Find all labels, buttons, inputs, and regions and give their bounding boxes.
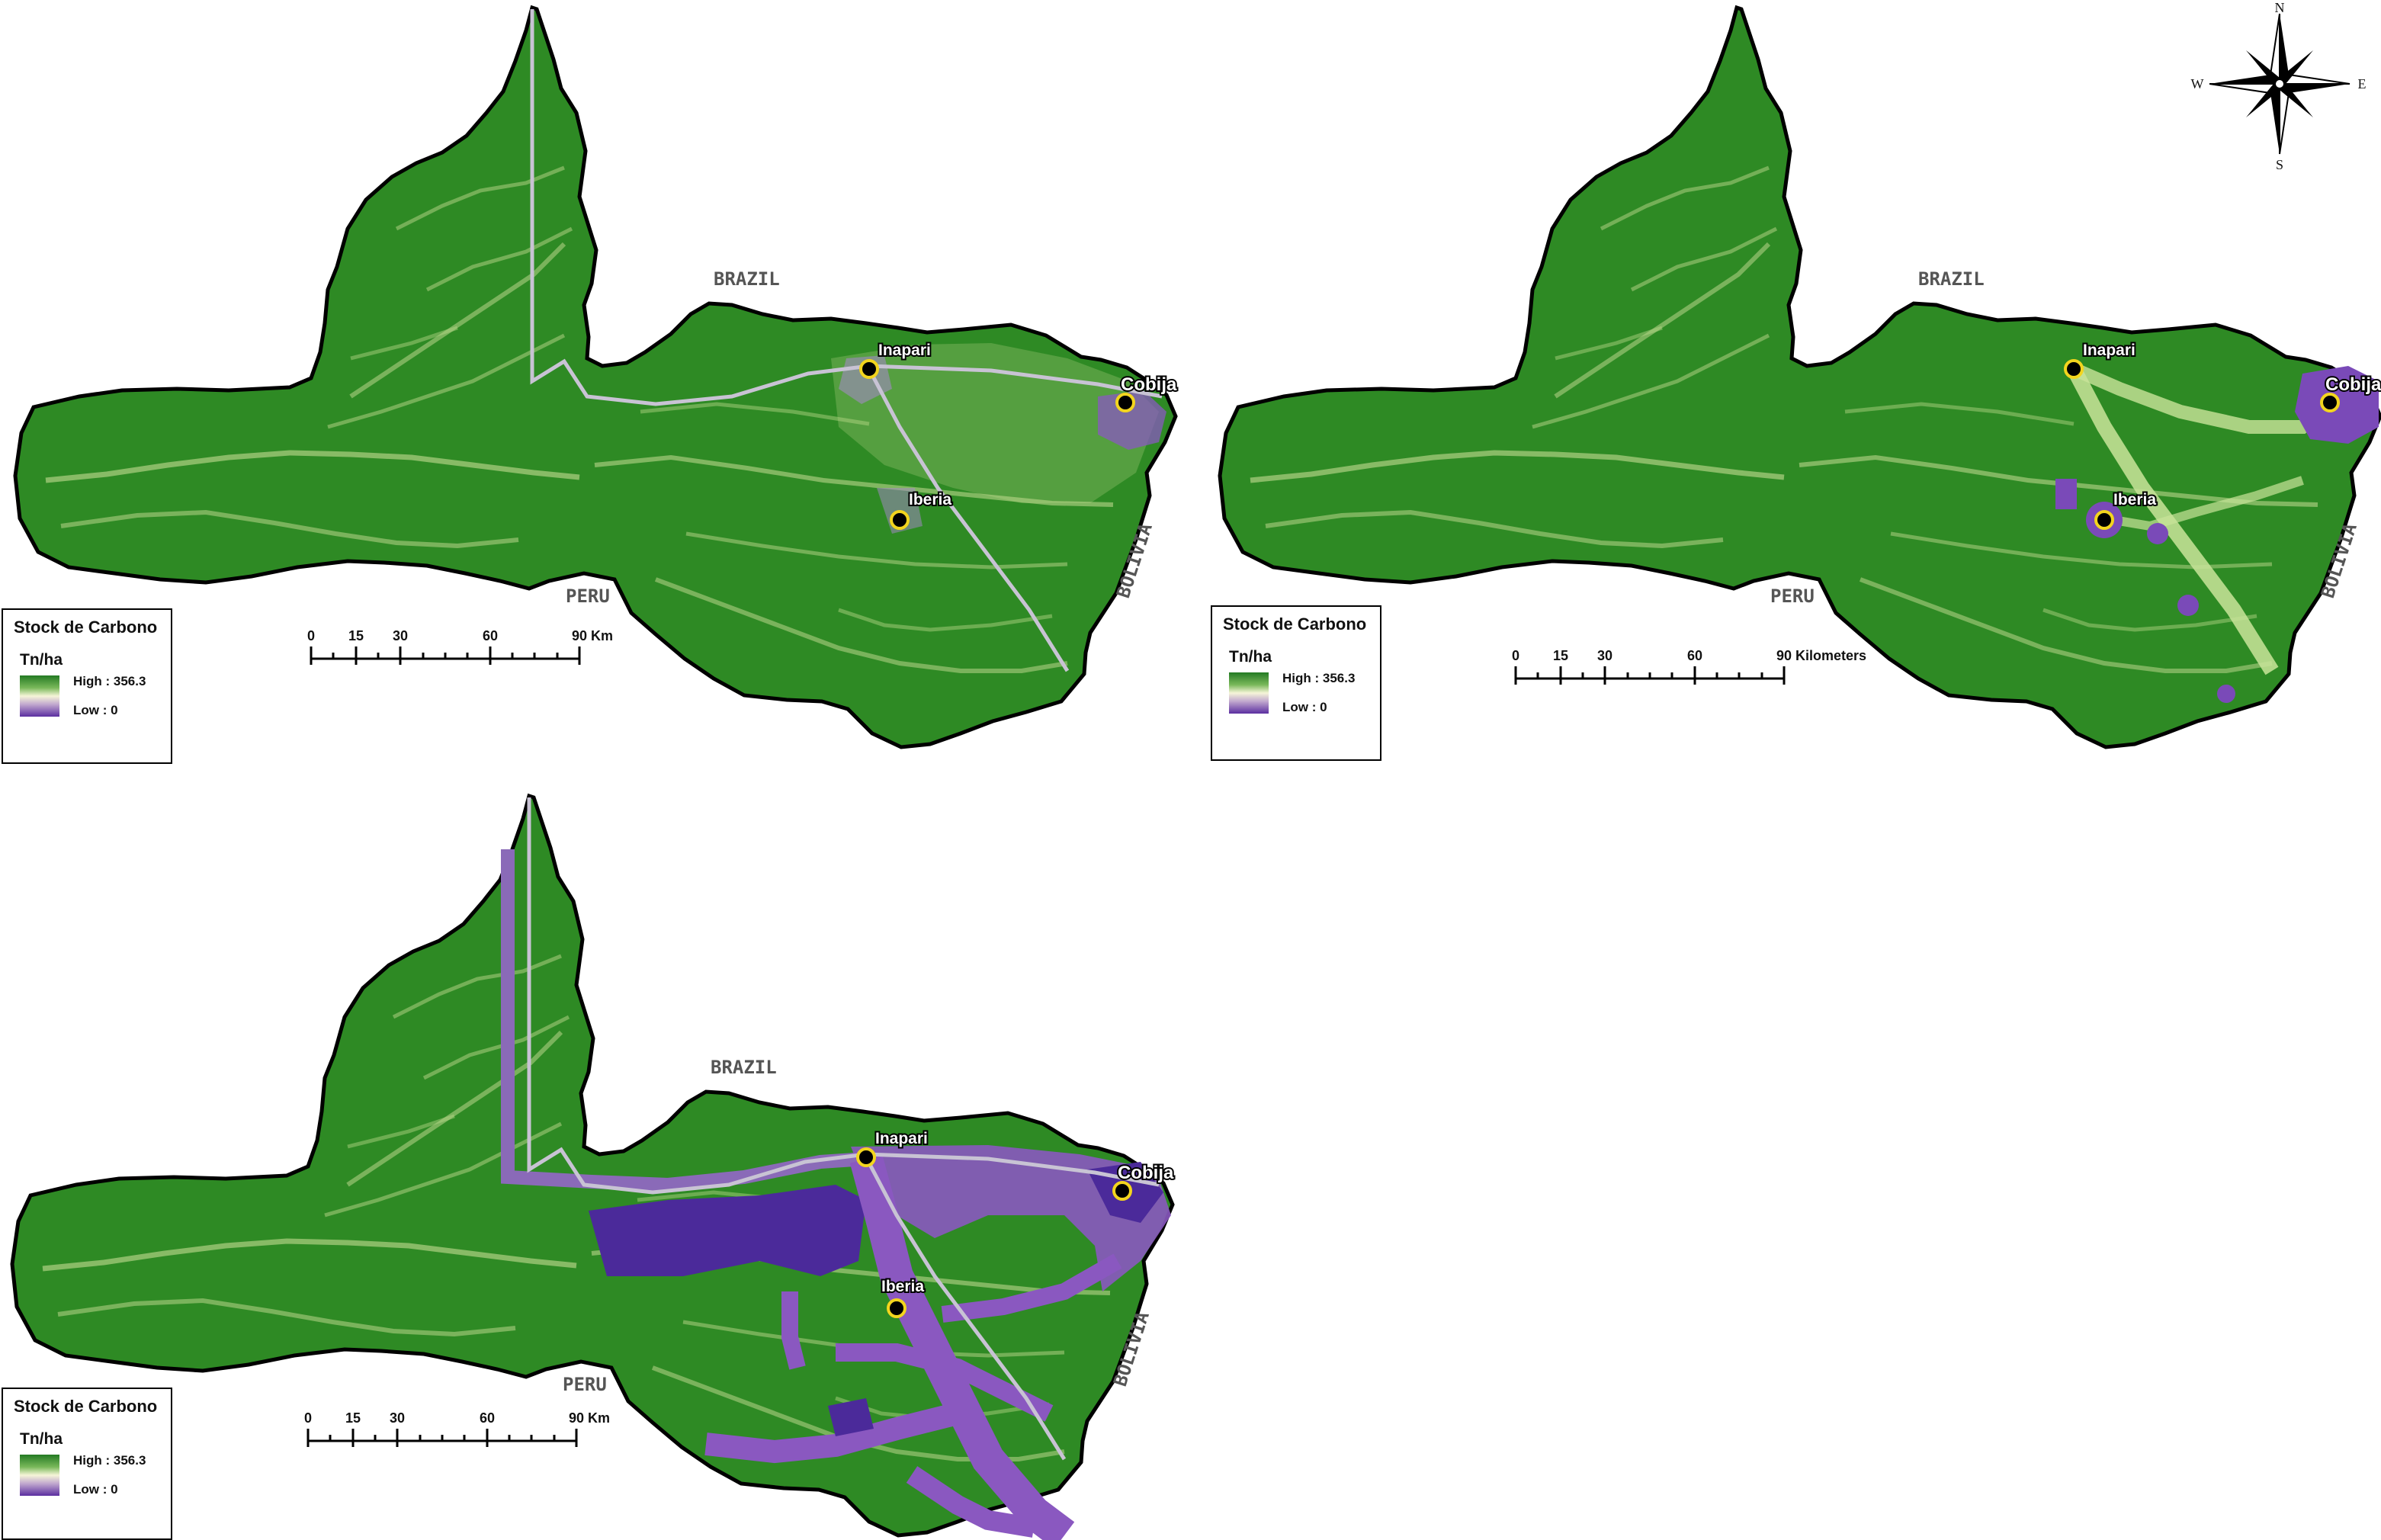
- compass-w: W: [2191, 76, 2204, 91]
- label-brazil: BRAZIL: [1918, 268, 1985, 290]
- label-brazil: BRAZIL: [714, 268, 780, 290]
- settlement-1: [2147, 523, 2168, 544]
- svg-text:90 Km: 90 Km: [572, 628, 613, 643]
- svg-text:30: 30: [1597, 648, 1612, 663]
- scale-bar: 0 15 30 60 90 Km: [304, 1410, 610, 1447]
- legend-color-ramp: [20, 1455, 59, 1496]
- legend-high: High : 356.3: [73, 1453, 146, 1468]
- scale-bar: 0 15 30 60 90 Km: [307, 628, 613, 665]
- label-inapari: Inapari: [875, 1130, 928, 1147]
- legend-color-ramp: [20, 675, 59, 717]
- legend-bottom: Stock de Carbono Tn/ha High : 356.3 Low …: [2, 1388, 172, 1540]
- deforestation-mid-south: [836, 1343, 1054, 1422]
- map-bottom: Inapari Cobija Iberia BRAZIL PERU BOLIVI…: [12, 796, 1176, 1540]
- svg-text:30: 30: [393, 628, 408, 643]
- inapari-marker: Inapari: [859, 340, 932, 379]
- legend-title: Stock de Carbono: [14, 1397, 158, 1416]
- compass-n: N: [2275, 0, 2285, 15]
- svg-text:90 Km: 90 Km: [569, 1410, 610, 1426]
- legend-high: High : 356.3: [1282, 671, 1356, 685]
- label-inapari: Inapari: [2083, 342, 2136, 359]
- cobija-marker: Cobija: [1115, 373, 1179, 412]
- compass-e: E: [2358, 76, 2367, 91]
- legend-low: Low : 0: [73, 1482, 118, 1497]
- settlement-2: [2177, 595, 2199, 616]
- iberia-marker: Iberia: [890, 489, 953, 530]
- svg-text:60: 60: [480, 1410, 495, 1426]
- deforestation-branch-1: [781, 1291, 806, 1370]
- deforestation-dark-patch: [828, 1398, 874, 1436]
- map-top-left: Inapari Cobija Iberia BRAZIL PERU BOLIVI…: [15, 8, 1179, 747]
- svg-text:0: 0: [304, 1410, 312, 1426]
- road-south: [867, 367, 1070, 672]
- label-iberia: Iberia: [2113, 491, 2156, 509]
- legend-low: Low : 0: [1282, 700, 1327, 714]
- legend-top-right: Stock de Carbono Tn/ha High : 356.3 Low …: [1211, 605, 1381, 761]
- label-peru: PERU: [1770, 586, 1815, 607]
- legend-unit: Tn/ha: [20, 1430, 63, 1448]
- cobija-marker: Cobija: [2320, 373, 2381, 412]
- settlement-3: [2217, 685, 2235, 703]
- inapari-marker: Inapari: [856, 1128, 929, 1167]
- svg-text:15: 15: [348, 628, 364, 643]
- compass-icon: N S E W: [2191, 0, 2367, 172]
- deforestation-west-core: [589, 1185, 866, 1276]
- study-region: [1220, 8, 2380, 747]
- cobija-marker: Cobija: [1112, 1161, 1176, 1201]
- legend-unit: Tn/ha: [20, 651, 63, 669]
- label-peru: PERU: [566, 586, 610, 607]
- svg-text:60: 60: [1687, 648, 1702, 663]
- deforestation-branch-2: [941, 1253, 1122, 1323]
- legend-top-left: Stock de Carbono Tn/ha High : 356.3 Low …: [2, 608, 172, 764]
- deforestation-north-east: [851, 1145, 1171, 1291]
- svg-text:0: 0: [307, 628, 315, 643]
- map-top-right: Inapari Cobija Iberia BRAZIL PERU BOLIVI…: [1220, 8, 2381, 747]
- svg-text:0: 0: [1512, 648, 1519, 663]
- road-buffer-iberia: [2103, 476, 2304, 531]
- deforestation-south-west: [704, 1402, 961, 1464]
- road-interoceanica: [527, 797, 1160, 1195]
- legend-title: Stock de Carbono: [1223, 614, 1367, 634]
- label-inapari: Inapari: [878, 342, 931, 359]
- label-cobija: Cobija: [1118, 1163, 1174, 1183]
- svg-text:30: 30: [390, 1410, 405, 1426]
- svg-text:90 Kilometers: 90 Kilometers: [1776, 648, 1866, 663]
- svg-text:15: 15: [1553, 648, 1568, 663]
- label-cobija: Cobija: [2325, 374, 2381, 395]
- label-brazil: BRAZIL: [711, 1057, 777, 1078]
- legend-unit: Tn/ha: [1229, 648, 1272, 666]
- label-cobija: Cobija: [1121, 374, 1177, 395]
- label-iberia: Iberia: [909, 491, 951, 509]
- low-carbon-patch-cobija: [1098, 390, 1166, 450]
- svg-text:60: 60: [483, 628, 498, 643]
- iberia-marker: Iberia: [2094, 489, 2158, 530]
- legend-low: Low : 0: [73, 703, 118, 717]
- label-peru: PERU: [563, 1374, 607, 1395]
- scale-bar: 0 15 30 60 90 Kilometers: [1512, 648, 1866, 685]
- label-iberia: Iberia: [881, 1278, 924, 1295]
- road-south: [864, 1156, 1067, 1461]
- road-interoceanica: [530, 9, 1163, 406]
- legend-high: High : 356.3: [73, 674, 146, 688]
- clearing-patch: [2055, 479, 2077, 509]
- svg-text:15: 15: [345, 1410, 361, 1426]
- inapari-marker: Inapari: [2064, 340, 2137, 379]
- deforestation-south-tail: [906, 1466, 1036, 1538]
- compass-s: S: [2276, 157, 2283, 172]
- iberia-marker: Iberia: [880, 1276, 926, 1318]
- legend-title: Stock de Carbono: [14, 618, 158, 637]
- legend-color-ramp: [1229, 672, 1269, 714]
